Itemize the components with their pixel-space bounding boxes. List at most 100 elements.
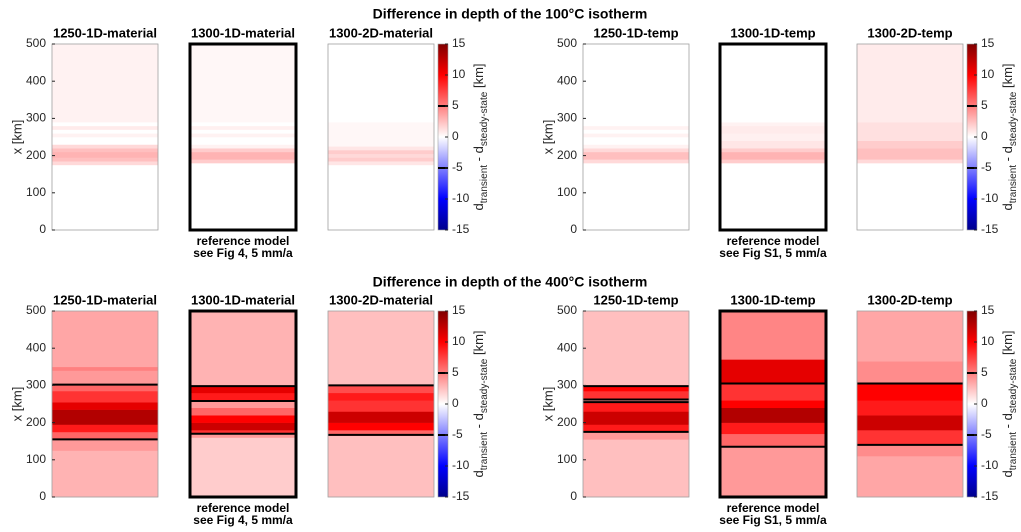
stripe [720, 400, 826, 409]
panel-caption: reference model [197, 501, 290, 515]
stripe [857, 383, 963, 401]
colorbar-label: dtransient - dsteady-state [km] [1000, 63, 1018, 210]
panel-title: 1300-2D-material [329, 25, 433, 40]
colorbar-tick-label: -10 [981, 458, 999, 472]
panel-title: 1300-1D-material [191, 25, 295, 40]
colorbar-tick-label: 0 [981, 129, 988, 143]
panel-frame [718, 42, 828, 232]
stripe [583, 411, 689, 425]
panel-frame [718, 309, 828, 499]
stripe [857, 159, 963, 164]
stripe [857, 122, 963, 142]
stripe [328, 392, 434, 401]
stripe [857, 44, 963, 123]
colorbar-tick-label: 10 [981, 334, 995, 348]
colorbar-tick-label: 15 [452, 36, 466, 50]
stripe [190, 400, 296, 409]
stripe [328, 385, 434, 394]
colorbar-tick-label: 10 [452, 334, 466, 348]
stripe [190, 148, 296, 153]
y-tick-label: 400 [26, 73, 46, 87]
y-tick-label: 0 [570, 222, 577, 236]
stripe [857, 311, 963, 362]
stripe [857, 163, 963, 231]
colorbar-label-part: steady-state [1008, 358, 1019, 413]
stripe [857, 148, 963, 160]
stripe [52, 402, 158, 410]
colorbar-tick-label: -10 [452, 458, 470, 472]
stripe [190, 392, 296, 401]
stripe [190, 122, 296, 127]
stripe [52, 311, 158, 368]
stripe [190, 311, 296, 386]
y-tick-label: 200 [557, 415, 577, 429]
panel-title: 1300-1D-temp [730, 25, 815, 40]
colorbar-label-part: d [1000, 470, 1015, 477]
y-tick-label: 500 [26, 303, 46, 317]
stripe [857, 444, 963, 457]
y-tick-label: 500 [557, 303, 577, 317]
stripe [720, 140, 826, 149]
panel-frame [51, 43, 159, 231]
panel-title: 1300-2D-temp [867, 25, 952, 40]
colorbar-tick-label: 5 [981, 98, 988, 112]
colorbar-label-part: - d [1000, 413, 1015, 432]
stripe [52, 122, 158, 127]
colorbar-tick-label: -15 [452, 222, 470, 236]
stripe [720, 359, 826, 384]
y-tick-label: 200 [26, 148, 46, 162]
stripe [52, 137, 158, 145]
stripe [52, 366, 158, 371]
colorbar-label-part: [km] [1000, 330, 1015, 358]
panel-frame [51, 310, 159, 498]
stripe [857, 361, 963, 384]
stripe [52, 164, 158, 231]
stripe [583, 137, 689, 145]
panel-frame [856, 310, 964, 498]
stripe [52, 148, 158, 153]
colorbar-tick-label: -15 [981, 222, 999, 236]
colorbar-label-part: transient [1008, 165, 1019, 204]
panel-title: 1300-2D-material [329, 292, 433, 307]
stripe [328, 153, 434, 158]
stripe [720, 383, 826, 401]
stripe [583, 148, 689, 153]
panel-frame [327, 43, 435, 231]
stripe [328, 311, 434, 386]
colorbar-tick-label: 0 [981, 396, 988, 410]
stripe [583, 163, 689, 231]
colorbar-tick-label: 0 [452, 396, 459, 410]
stripe [52, 431, 158, 440]
colorbar-label: dtransient - dsteady-state [km] [471, 63, 489, 210]
y-tick-label: 400 [557, 340, 577, 354]
y-tick-label: 500 [557, 36, 577, 50]
colorbar-label-part: - d [471, 146, 486, 165]
stripe [583, 385, 689, 392]
stripe [720, 446, 826, 498]
colorbar-tick-label: -10 [981, 191, 999, 205]
panel-title: 1300-1D-temp [730, 292, 815, 307]
stripe [857, 456, 963, 498]
stripe [52, 157, 158, 162]
stripe [583, 125, 689, 130]
stripe [720, 125, 826, 134]
stripe [583, 431, 689, 440]
stripe [190, 407, 296, 416]
stripe [52, 133, 158, 138]
panel-title: 1300-1D-material [191, 292, 295, 307]
panel-caption: reference model [197, 234, 290, 248]
y-axis-label: x [km] [9, 120, 24, 155]
colorbar-tick-label: -10 [452, 191, 470, 205]
colorbar-label-part: - d [1000, 146, 1015, 165]
panel-title: 1250-1D-material [53, 292, 157, 307]
stripe [857, 415, 963, 431]
figure-title: Difference in depth of the 100°C isother… [373, 6, 648, 22]
y-tick-label: 200 [557, 148, 577, 162]
panel-caption: see Fig 4, 5 mm/a [193, 246, 293, 260]
colorbar-tick-label: -15 [452, 489, 470, 503]
panel-caption: see Fig S1, 5 mm/a [719, 246, 827, 260]
stripe [583, 159, 689, 164]
stripe [328, 435, 434, 498]
colorbar-label: dtransient - dsteady-state [km] [1000, 330, 1018, 477]
colorbar-label-part: - d [471, 413, 486, 432]
